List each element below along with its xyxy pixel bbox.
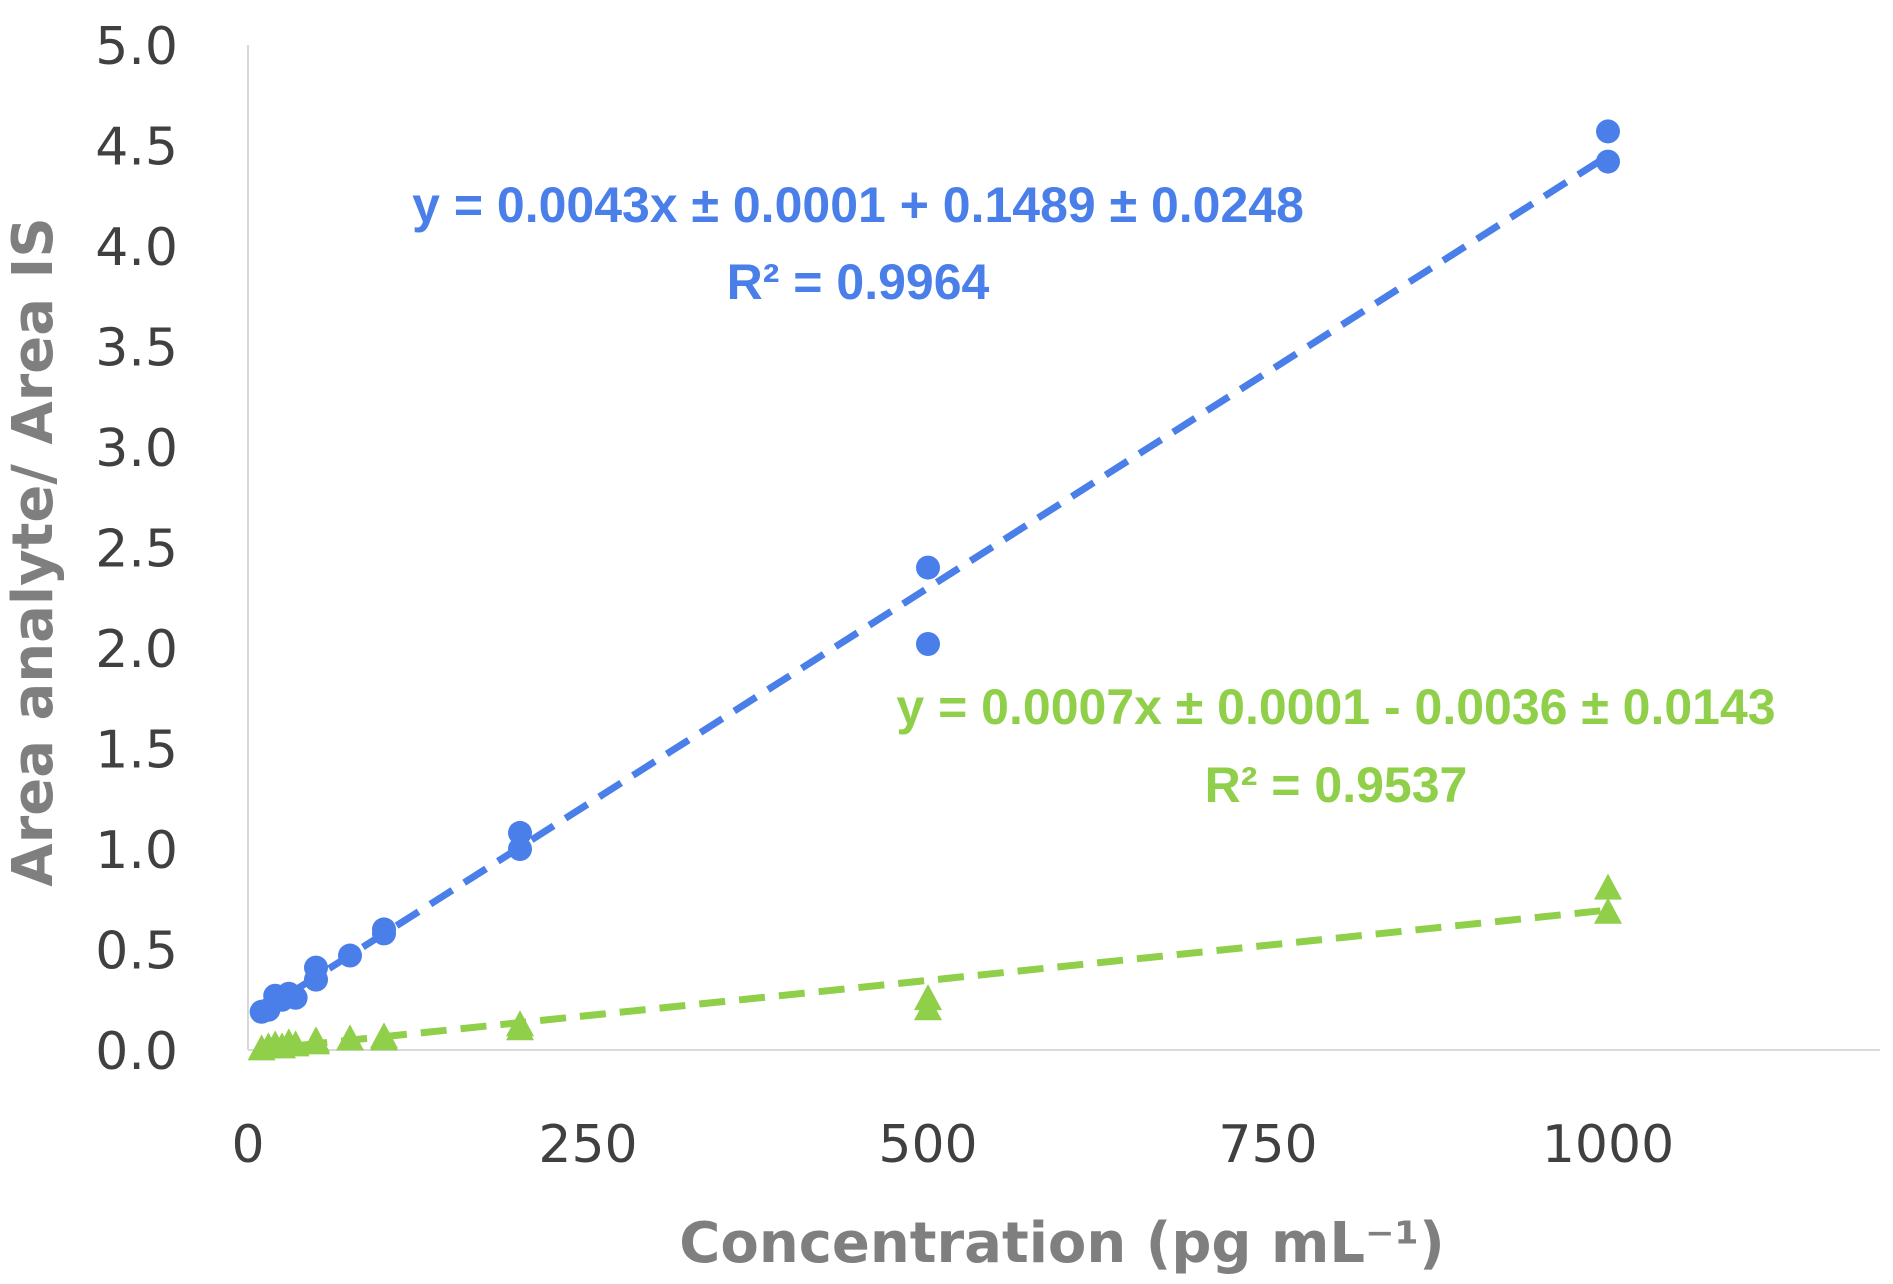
- y-tick-label: 1.0: [95, 821, 178, 881]
- blue-data-point: [508, 837, 532, 861]
- green-data-point: [1594, 897, 1622, 924]
- green-trendline: [261, 906, 1609, 1053]
- y-tick-label: 0.5: [95, 922, 178, 982]
- x-tick-label: 0: [231, 1115, 264, 1175]
- data-points: [247, 119, 1622, 1061]
- blue-data-point: [1596, 119, 1620, 144]
- y-tick-label: 0.0: [95, 1022, 178, 1082]
- green-data-point: [302, 1028, 330, 1055]
- green-series-equation: y = 0.0007x ± 0.0001 - 0.0036 ± 0.0143: [896, 679, 1775, 735]
- y-tick-label: 1.5: [95, 721, 178, 781]
- green-data-point: [370, 1024, 398, 1051]
- y-tick-label: 3.5: [95, 319, 178, 379]
- blue-trendline: [259, 152, 1610, 1015]
- blue-series-equation: y = 0.0043x ± 0.0001 + 0.1489 ± 0.0248: [412, 177, 1304, 233]
- blue-data-point: [1596, 149, 1620, 174]
- y-tick-labels: 0.0 0.5 1.0 1.5 2.0 2.5 3.0 3.5 4.0 4.5 5.0: [95, 17, 178, 1082]
- y-tick-label: 4.0: [95, 218, 178, 278]
- green-series-r2: R² = 0.9537: [1205, 757, 1468, 813]
- y-axis-title: Area analyte/ Area IS: [1, 217, 66, 886]
- y-tick-label: 5.0: [95, 17, 178, 77]
- x-tick-label: 250: [538, 1115, 637, 1175]
- green-data-point: [1594, 873, 1622, 900]
- blue-series-r2: R² = 0.9964: [727, 254, 990, 310]
- x-tick-label: 1000: [1542, 1115, 1674, 1175]
- x-tick-label: 500: [878, 1115, 977, 1175]
- y-tick-label: 4.5: [95, 118, 178, 178]
- x-tick-label: 750: [1218, 1115, 1317, 1175]
- blue-data-point: [372, 921, 396, 946]
- trendlines: [259, 152, 1610, 1053]
- green-data-point: [914, 994, 942, 1021]
- axes: [247, 45, 1880, 1051]
- green-data-point: [281, 1030, 310, 1057]
- green-data-point: [506, 1014, 534, 1041]
- blue-data-point: [916, 555, 940, 580]
- x-tick-labels: 0 250 500 750 1000: [231, 1115, 1674, 1175]
- blue-data-point: [338, 943, 362, 968]
- blue-data-point: [283, 985, 308, 1010]
- x-axis-title: Concentration (pg mL⁻¹): [679, 1211, 1444, 1276]
- blue-data-point: [304, 967, 328, 992]
- y-tick-label: 3.0: [95, 419, 178, 479]
- y-tick-label: 2.5: [95, 520, 178, 580]
- green-data-point: [336, 1024, 364, 1051]
- y-tick-label: 2.0: [95, 620, 178, 680]
- blue-data-point: [916, 631, 940, 656]
